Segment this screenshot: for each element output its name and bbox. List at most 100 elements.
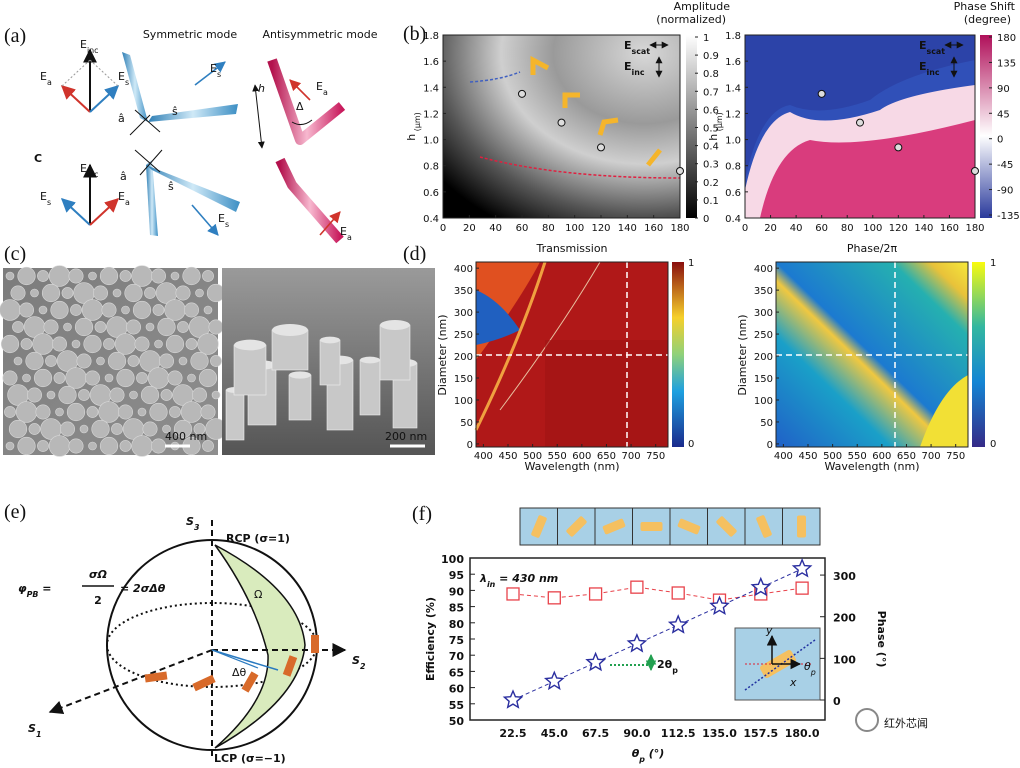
label-part: E: [40, 70, 47, 83]
strip-rod: [602, 518, 626, 535]
y-tick-label: 1.2: [725, 109, 741, 120]
label-part: inc: [87, 46, 99, 55]
label: C: [34, 152, 42, 165]
label: Δ: [296, 100, 304, 113]
sem-dot: [162, 424, 171, 434]
y2-tick-label: 200: [833, 612, 856, 625]
sem-dot: [46, 390, 56, 400]
sem-dot: [147, 367, 170, 389]
colorbar-tick-label: 0: [997, 135, 1003, 146]
sem-dot: [85, 370, 101, 386]
axis-label: S1: [28, 722, 41, 739]
sem-dot: [185, 338, 198, 350]
label-part: s: [47, 198, 51, 207]
x-tick-label: 700: [622, 451, 641, 462]
x-tick-label: 750: [646, 451, 665, 462]
panel-label: (f): [412, 503, 432, 525]
colorbar-tick-label: -135: [997, 211, 1020, 222]
label: Es: [210, 62, 221, 79]
sem-pillar-top: [272, 324, 308, 336]
y-tick-label: 1.4: [725, 83, 741, 94]
formula: φPB =: [18, 582, 51, 599]
y-tick-label: 400: [454, 264, 473, 275]
sem-dot: [30, 288, 39, 298]
sem-dot: [65, 367, 87, 389]
colorbar-tick-label: 0.1: [703, 196, 719, 207]
sem-dot: [114, 333, 137, 355]
y-tick-label: 100: [754, 396, 773, 407]
axis-label: S3: [186, 515, 200, 532]
sem-dot: [2, 370, 18, 386]
colorbar-tick-label: 0.5: [703, 124, 719, 135]
sem-dot: [32, 333, 54, 355]
sem-dot: [165, 334, 185, 354]
sem-dot: [38, 305, 48, 315]
label-part: E: [210, 62, 217, 75]
y-tick-label: 0: [467, 440, 473, 451]
x-tick-label: 550: [548, 451, 567, 462]
inset-label-part: E: [919, 60, 927, 73]
sem-dot: [198, 368, 218, 388]
colorbar-title: (degree): [964, 13, 1011, 26]
colorbar-tick-label: 0.8: [703, 69, 719, 80]
sem-dot: [164, 299, 186, 321]
label: Ea: [40, 70, 52, 87]
chart-title: Transmission: [535, 242, 607, 255]
sem-dot: [4, 406, 16, 418]
inset-label-part: inc: [927, 68, 940, 77]
x-tick-label: 60: [516, 223, 529, 234]
x-tick-label: 400: [474, 451, 493, 462]
y-tick-label: 1.0: [423, 136, 439, 147]
x-tick-label: 40: [489, 223, 502, 234]
sem-dot: [18, 302, 34, 318]
panel-d-art: [474, 261, 985, 447]
plot-frame: [775, 261, 969, 448]
x-tick-label: 60: [815, 223, 828, 234]
sem-dot: [136, 372, 148, 384]
panel-label: (c): [4, 243, 26, 265]
sem-dot: [86, 406, 99, 418]
chart-title: Phase/2π: [847, 242, 898, 255]
inset-label-part: scat: [927, 47, 946, 56]
colorbar-tick-label: 0.4: [703, 142, 719, 153]
x-tick-label: 20: [463, 223, 476, 234]
y-tick-label: 90: [449, 585, 465, 598]
y-tick-label: 1.4: [423, 83, 439, 94]
plot-frame: [744, 34, 976, 219]
x-tick-label: 140: [618, 223, 637, 234]
sem-dot: [132, 300, 152, 320]
axis-label-part: 3: [194, 523, 200, 532]
x-tick-label: 600: [572, 451, 591, 462]
sem-dot: [41, 283, 61, 303]
x-tick-label: 120: [889, 223, 908, 234]
sem-dot: [0, 299, 21, 321]
colorbar-tick-label: 0.2: [703, 178, 719, 189]
x-tick-label: 90.0: [623, 727, 650, 740]
axis-label-part: S: [28, 722, 36, 735]
sem-dot: [53, 372, 66, 384]
panel-label: (d): [403, 243, 426, 265]
y-tick-label: 65: [449, 666, 464, 679]
annotation: λin = 430 nm: [479, 572, 558, 589]
label: Ea: [340, 225, 352, 242]
axis-label-part: S: [186, 515, 194, 528]
y-tick-label: 0.8: [725, 162, 741, 173]
label-part: E: [118, 190, 125, 203]
sem-dot: [13, 356, 23, 366]
sem-dot: [107, 351, 127, 371]
y-tick-label: 80: [449, 618, 465, 631]
axis-label: S2: [352, 654, 366, 671]
panel-label: (a): [4, 25, 26, 47]
label: â: [120, 170, 127, 183]
formula: = 2σΔθ: [120, 582, 166, 595]
sem-dot: [88, 271, 97, 281]
annotation-part: 2θ: [657, 658, 673, 671]
sem-dot: [5, 271, 15, 281]
sem-dot: [83, 334, 102, 354]
sem-dot: [68, 268, 84, 284]
label-part: a: [347, 233, 352, 242]
colorbar-tick-label: 135: [997, 58, 1016, 69]
y-tick-label: 55: [449, 699, 464, 712]
y-tick-label: 75: [449, 634, 464, 647]
pole-label: RCP (σ=1): [226, 532, 290, 545]
